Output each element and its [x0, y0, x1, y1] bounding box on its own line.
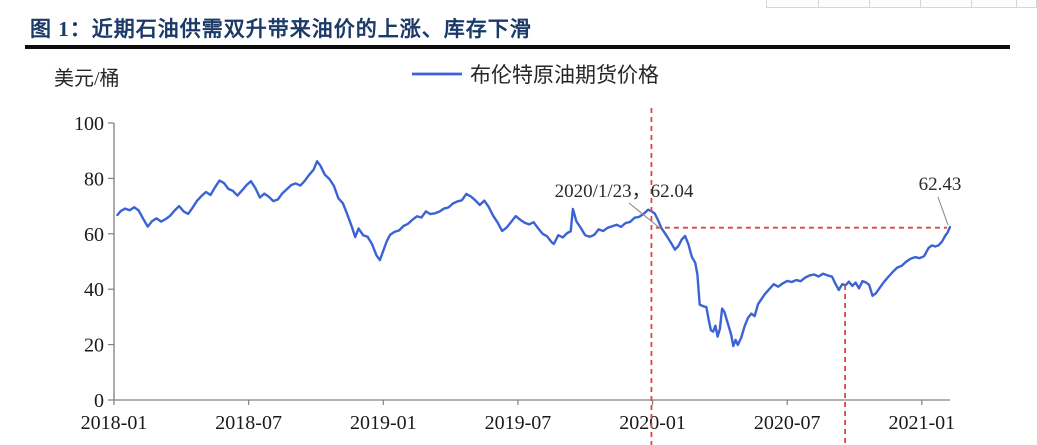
price-line [116, 159, 952, 348]
y-axis-unit-label: 美元/桶 [54, 67, 120, 90]
x-tick-label: 2021-01 [889, 412, 956, 434]
y-tick-label: 40 [84, 279, 104, 301]
y-tick-label: 80 [84, 168, 104, 190]
x-tick-label: 2018-01 [81, 412, 148, 434]
y-tick-label: 20 [84, 335, 104, 357]
table-fragment-cell [920, 0, 971, 7]
x-tick-label: 2019-01 [350, 412, 417, 434]
x-tick-label: 2020-07 [754, 412, 821, 434]
x-tick-label: 2020-01 [619, 412, 686, 434]
figure-title: 图 1：近期石油供需双升带来油价的上涨、库存下滑 [30, 17, 532, 41]
annotation-leader-line [628, 202, 662, 230]
x-tick-label: 2018-07 [215, 412, 282, 434]
annotation-text: 62.43 [919, 174, 962, 195]
table-fragment-cell [766, 0, 818, 7]
y-tick-label: 60 [84, 224, 104, 246]
legend-label: 布伦特原油期货价格 [470, 63, 659, 87]
x-tick-label: 2019-07 [485, 412, 552, 434]
title-divider-rule [25, 45, 1010, 49]
annotation-leader-line [937, 196, 949, 226]
table-fragment-cell [971, 0, 1016, 7]
annotation-text: 2020/1/23，62.04 [555, 181, 694, 202]
y-tick-label: 0 [94, 390, 104, 412]
y-tick-label: 100 [74, 113, 104, 135]
table-fragment-cell [869, 0, 920, 7]
table-fragment-cell [818, 0, 869, 7]
